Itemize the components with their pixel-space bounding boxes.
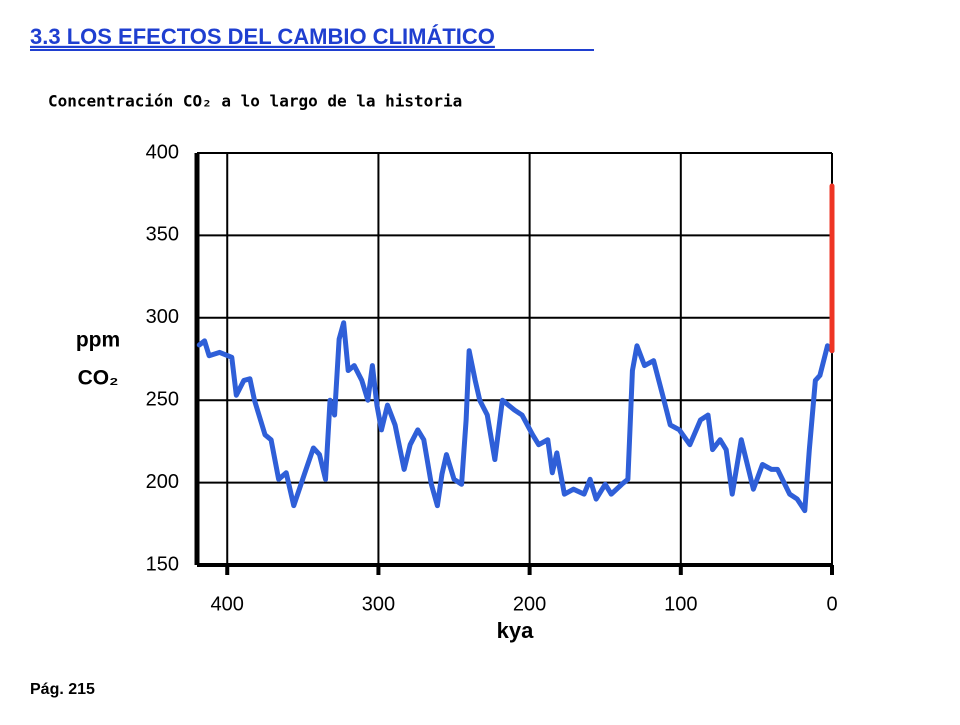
heading: 3.3 LOS EFECTOS DEL CAMBIO CLIMÁTICO <box>30 24 495 49</box>
y-label: ppm <box>76 329 120 352</box>
x-label: kya <box>497 618 534 643</box>
data-line <box>196 320 835 514</box>
y-tick-label: 400 <box>146 141 179 163</box>
y-tick-label: 150 <box>146 553 179 575</box>
y-tick-label: 350 <box>146 224 179 246</box>
y-tick-label: 200 <box>146 471 179 493</box>
y-tick-label: 300 <box>146 306 179 328</box>
x-tick-label: 400 <box>211 593 244 615</box>
page-label: Pág. 215 <box>30 681 95 698</box>
y-label: CO₂ <box>78 367 119 390</box>
chart-title: Concentración CO₂ a lo largo de la histo… <box>48 92 462 111</box>
x-tick-label: 0 <box>826 593 837 615</box>
x-tick-label: 100 <box>664 593 697 615</box>
y-tick-label: 250 <box>146 388 179 410</box>
x-tick-label: 300 <box>362 593 395 615</box>
x-tick-label: 200 <box>513 593 546 615</box>
